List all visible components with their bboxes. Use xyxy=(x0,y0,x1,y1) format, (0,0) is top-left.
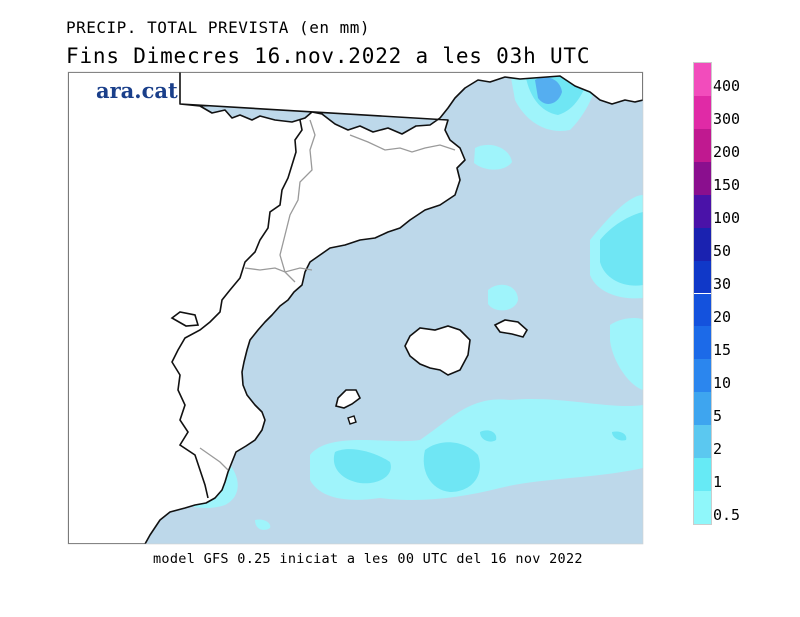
ara-cat-logo: ara.cat xyxy=(96,78,178,103)
region-border-2 xyxy=(170,311,200,327)
legend-swatch xyxy=(694,359,711,393)
legend-swatch xyxy=(694,326,711,360)
eivissa xyxy=(335,389,362,409)
legend-swatch xyxy=(694,161,711,195)
land-area xyxy=(68,72,643,544)
legend-label: 10 xyxy=(713,373,732,392)
legend-swatch xyxy=(694,458,711,492)
legend-swatch xyxy=(694,491,711,524)
region-border xyxy=(171,119,303,499)
model-footer: model GFS 0.25 iniciat a les 00 UTC del … xyxy=(153,551,583,567)
legend-label: 5 xyxy=(713,406,723,425)
legend-swatch xyxy=(694,293,711,327)
map-subtitle: Fins Dimecres 16.nov.2022 a les 03h UTC xyxy=(66,44,591,68)
formentera xyxy=(347,415,357,425)
legend-label: 2 xyxy=(713,439,723,458)
legend-swatch xyxy=(694,95,711,129)
legend-label: 50 xyxy=(713,242,732,261)
precipitation-legend xyxy=(693,62,712,525)
legend-label: 0.5 xyxy=(713,505,741,524)
legend-swatch xyxy=(694,194,711,228)
legend-label: 150 xyxy=(713,176,741,195)
legend-swatch xyxy=(694,425,711,459)
mallorca xyxy=(404,325,471,376)
legend-swatch xyxy=(694,128,711,162)
legend-swatch xyxy=(694,63,711,96)
legend-swatch xyxy=(694,392,711,426)
legend-label: 300 xyxy=(713,110,741,129)
legend-label: 15 xyxy=(713,340,732,359)
legend-label: 30 xyxy=(713,275,732,294)
province-borders xyxy=(199,119,456,471)
map-title: PRECIP. TOTAL PREVISTA (en mm) xyxy=(66,18,370,37)
legend-label: 1 xyxy=(713,472,723,491)
legend-swatch xyxy=(694,260,711,294)
legend-label: 20 xyxy=(713,307,732,326)
legend-label: 100 xyxy=(713,209,741,228)
menorca xyxy=(493,319,529,338)
legend-swatch xyxy=(694,227,711,261)
legend-label: 200 xyxy=(713,143,741,162)
legend-label: 400 xyxy=(713,77,741,96)
